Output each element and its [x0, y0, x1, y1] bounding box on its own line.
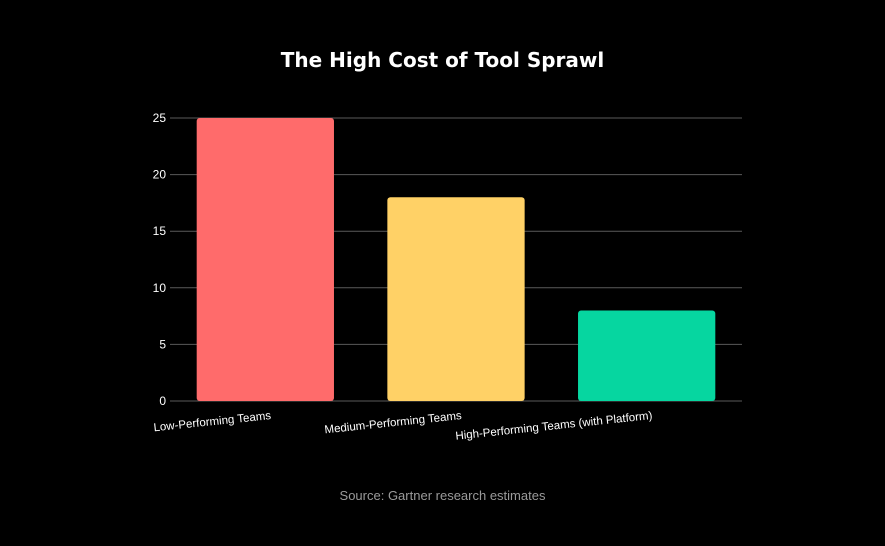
- bar: [387, 197, 525, 401]
- chart-title: The High Cost of Tool Sprawl: [280, 48, 605, 72]
- bars: [196, 118, 716, 401]
- x-category-label: Medium-Performing Teams: [324, 410, 463, 436]
- y-tick-label: 0: [159, 394, 166, 408]
- y-tick-label: 25: [153, 111, 167, 125]
- y-axis-ticks: 0 5 10 15 20 25: [153, 111, 167, 408]
- y-tick-label: 15: [153, 224, 167, 238]
- y-tick-label: 5: [159, 337, 166, 351]
- y-tick-label: 10: [153, 281, 167, 295]
- x-axis-labels: Low-Performing Teams Medium-Performing Te…: [153, 410, 653, 443]
- bar: [196, 118, 334, 401]
- x-category-label: Low-Performing Teams: [153, 410, 272, 434]
- bar: [578, 310, 716, 401]
- chart-source: Source: Gartner research estimates: [339, 488, 546, 503]
- y-tick-label: 20: [153, 168, 167, 182]
- x-category-label: High-Performing Teams (with Platform): [455, 410, 653, 443]
